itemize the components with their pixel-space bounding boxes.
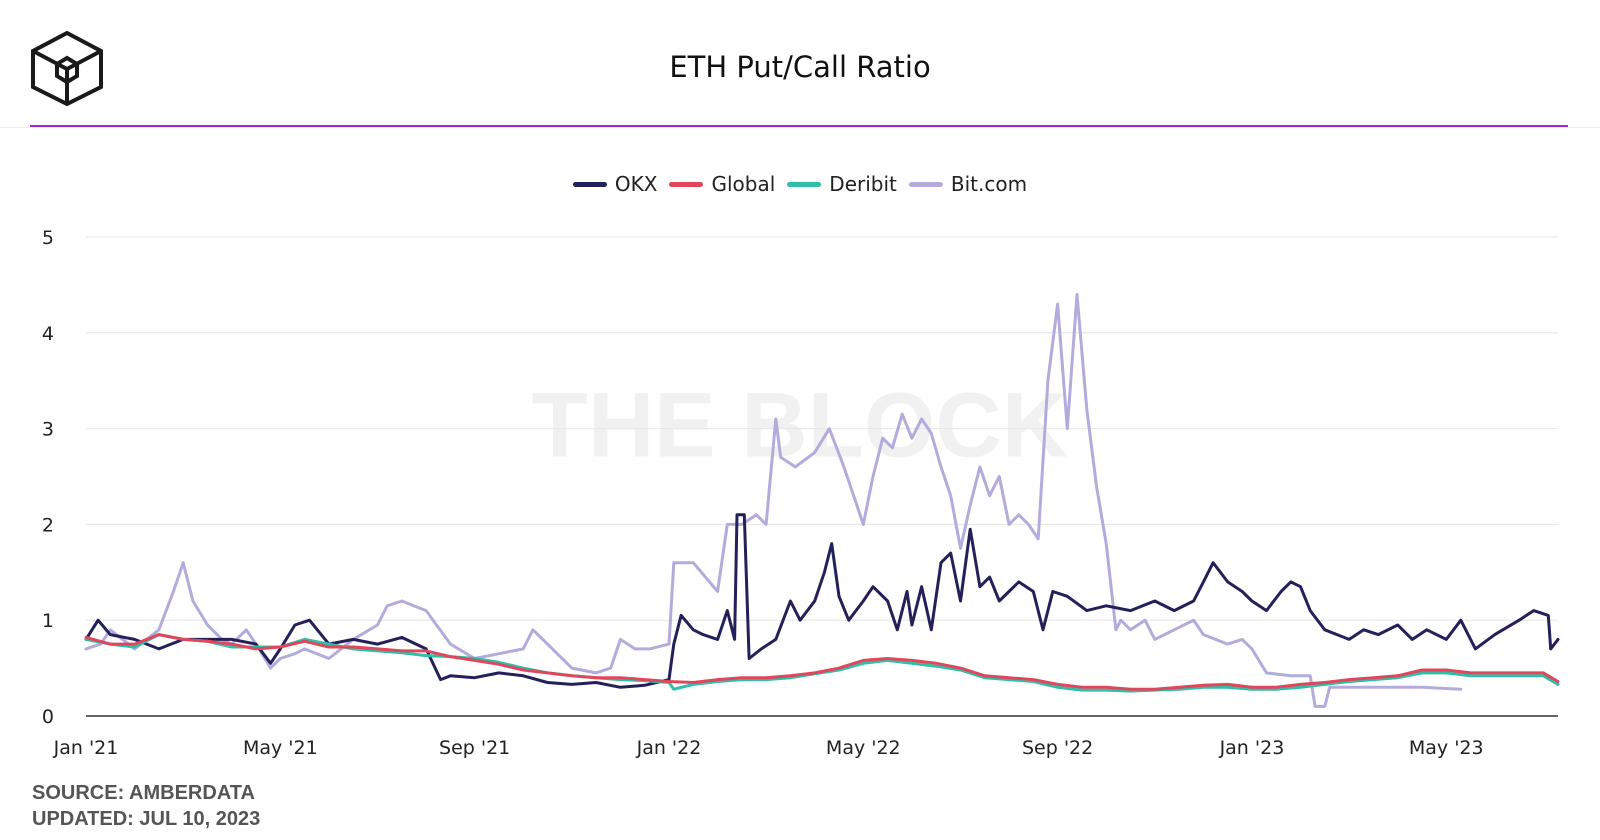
legend-swatch-bitcom — [908, 181, 943, 187]
chart-footer: SOURCE: AMBERDATA UPDATED: JUL 10, 2023 — [32, 780, 260, 832]
legend-swatch-okx — [572, 181, 607, 187]
x-tick-label: May '21 — [243, 737, 318, 759]
legend-item-global[interactable]: Global — [669, 172, 775, 196]
chart-header: ETH Put/Call Ratio — [0, 0, 1600, 128]
x-tick-label: Jan '22 — [636, 737, 702, 759]
y-tick-label: 0 — [42, 706, 54, 728]
header-divider-shadow — [0, 127, 1600, 128]
y-tick-label: 1 — [42, 610, 54, 632]
x-tick-label: Jan '21 — [53, 737, 119, 759]
x-tick-label: May '23 — [1409, 737, 1484, 759]
legend-item-bitcom[interactable]: Bit.com — [908, 172, 1028, 196]
watermark: THE BLOCK — [532, 374, 1069, 476]
grid-lines — [86, 236, 1558, 717]
legend-label-global: Global — [711, 172, 776, 196]
x-tick-label: Sep '21 — [439, 737, 510, 759]
source-text: SOURCE: AMBERDATA — [32, 782, 255, 804]
y-tick-label: 4 — [42, 323, 54, 345]
legend-label-deribit: Deribit — [829, 172, 897, 196]
legend-label-okx: OKX — [614, 172, 658, 196]
y-tick-label: 2 — [42, 514, 54, 536]
legend-item-okx[interactable]: OKX — [572, 172, 658, 196]
legend-label-bitcom: Bit.com — [950, 172, 1028, 196]
header-divider — [30, 125, 1568, 127]
y-tick-label: 5 — [42, 227, 54, 249]
legend-swatch-global — [669, 181, 704, 187]
x-tick-label: May '22 — [826, 737, 901, 759]
x-tick-label: Jan '23 — [1219, 737, 1285, 759]
updated-text: UPDATED: JUL 10, 2023 — [32, 808, 261, 830]
chart-legend: OKX Global Deribit Bit.com — [0, 172, 1600, 196]
y-axis-ticks: 0 1 2 3 4 5 — [42, 227, 54, 728]
legend-item-deribit[interactable]: Deribit — [787, 172, 897, 196]
legend-swatch-deribit — [787, 181, 822, 187]
series-layer — [84, 293, 1560, 708]
x-axis-ticks: Jan '21 May '21 Sep '21 Jan '22 May '22 Sep '… — [53, 737, 1484, 759]
series-line-okx[interactable] — [84, 513, 1560, 689]
the-block-logo-icon — [31, 30, 103, 106]
series-line-bitcom[interactable] — [84, 293, 1463, 708]
x-tick-label: Sep '22 — [1022, 737, 1093, 759]
y-tick-label: 3 — [42, 419, 54, 441]
chart-title: ETH Put/Call Ratio — [669, 50, 931, 84]
series-line-global[interactable] — [84, 633, 1560, 691]
